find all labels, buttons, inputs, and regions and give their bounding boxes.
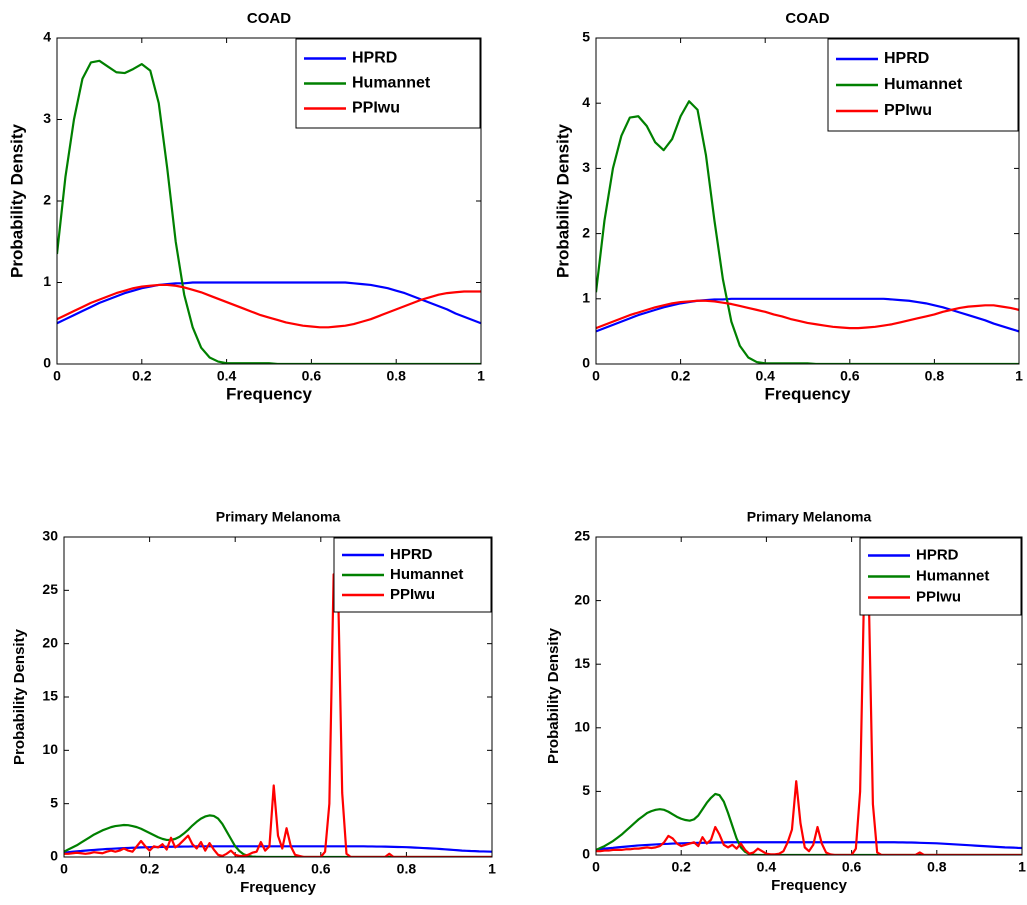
legend-label: HPRD — [884, 50, 929, 67]
x-tick-label: 0.4 — [225, 861, 245, 877]
y-tick-label: 10 — [574, 719, 590, 735]
legend-label: Humannet — [884, 76, 963, 93]
x-tick-label: 0.4 — [757, 859, 777, 875]
y-tick-label: 30 — [42, 528, 58, 544]
legend-label: PPIwu — [390, 586, 435, 603]
x-tick-label: 0.8 — [927, 859, 947, 875]
x-axis-label: Frequency — [771, 877, 848, 894]
x-tick-label: 0 — [60, 861, 68, 877]
legend-label: PPIwu — [352, 100, 400, 117]
x-tick-label: 1 — [488, 861, 496, 877]
y-tick-label: 5 — [50, 794, 58, 810]
y-tick-label: 5 — [582, 29, 590, 45]
y-tick-label: 10 — [42, 741, 58, 757]
x-tick-label: 0.4 — [755, 368, 775, 384]
y-tick-label: 2 — [582, 224, 590, 240]
x-tick-label: 0.2 — [132, 368, 152, 384]
y-axis-label: Probability Density — [11, 628, 28, 765]
x-tick-label: 0.8 — [397, 861, 417, 877]
series-line — [596, 297, 1019, 333]
y-tick-label: 4 — [582, 94, 590, 110]
series-line — [596, 100, 1019, 364]
y-axis-label: Probability Density — [553, 123, 572, 278]
x-tick-label: 0.2 — [140, 861, 160, 877]
series-line — [596, 792, 1022, 855]
y-axis-label: Probability Density — [7, 123, 26, 278]
legend-label: Humannet — [390, 566, 463, 583]
chart-title: COAD — [785, 10, 829, 27]
y-tick-label: 20 — [574, 591, 590, 607]
y-tick-label: 3 — [43, 110, 51, 126]
x-tick-label: 0.6 — [840, 368, 860, 384]
x-tick-label: 1 — [477, 368, 485, 384]
axes-frame — [595, 536, 1023, 856]
series-line — [596, 299, 1019, 330]
x-tick-label: 0.8 — [386, 368, 406, 384]
series-line — [57, 283, 481, 329]
y-tick-label: 3 — [582, 159, 590, 175]
legend-label: HPRD — [390, 546, 433, 563]
y-tick-label: 20 — [42, 634, 58, 650]
y-tick-label: 0 — [582, 355, 590, 371]
y-tick-label: 25 — [574, 528, 590, 544]
x-tick-label: 1 — [1015, 368, 1023, 384]
y-tick-label: 25 — [42, 581, 58, 597]
x-axis-label: Frequency — [226, 384, 313, 403]
axes-frame — [63, 536, 493, 858]
x-tick-label: 0.6 — [302, 368, 322, 384]
legend-label: HPRD — [916, 546, 959, 563]
x-tick-label: 0.2 — [671, 859, 691, 875]
y-tick-label: 0 — [50, 848, 58, 864]
series-line — [64, 573, 492, 857]
y-tick-label: 1 — [582, 290, 590, 306]
x-tick-label: 0 — [53, 368, 61, 384]
legend-label: Humannet — [352, 75, 431, 92]
y-tick-label: 15 — [574, 655, 590, 671]
chart-title: Primary Melanoma — [216, 509, 341, 525]
series-line — [57, 281, 481, 325]
legend-label: PPIwu — [884, 102, 932, 119]
x-axis-label: Frequency — [240, 879, 317, 896]
y-tick-label: 15 — [42, 688, 58, 704]
y-tick-label: 5 — [582, 782, 590, 798]
axes-frame — [595, 37, 1020, 365]
chart-title: COAD — [247, 10, 291, 27]
series-line — [64, 814, 492, 857]
x-tick-label: 0 — [592, 859, 600, 875]
x-tick-label: 0 — [592, 368, 600, 384]
y-tick-label: 1 — [43, 273, 51, 289]
series-line — [596, 841, 1022, 851]
x-tick-label: 0.6 — [842, 859, 862, 875]
x-tick-label: 0.2 — [671, 368, 691, 384]
y-tick-label: 0 — [43, 355, 51, 371]
y-tick-label: 2 — [43, 192, 51, 208]
series-line — [57, 59, 481, 364]
axes-frame — [56, 37, 482, 365]
y-tick-label: 4 — [43, 29, 51, 45]
x-tick-label: 1 — [1018, 859, 1026, 875]
y-tick-label: 0 — [582, 846, 590, 862]
legend-label: PPIwu — [916, 588, 961, 605]
x-axis-label: Frequency — [765, 384, 852, 403]
series-line — [596, 574, 1022, 855]
x-tick-label: 0.6 — [311, 861, 331, 877]
y-axis-label: Probability Density — [545, 627, 562, 764]
chart-title: Primary Melanoma — [747, 509, 872, 525]
x-tick-label: 0.8 — [925, 368, 945, 384]
legend-label: HPRD — [352, 50, 397, 67]
x-tick-label: 0.4 — [217, 368, 237, 384]
legend-label: Humannet — [916, 567, 989, 584]
